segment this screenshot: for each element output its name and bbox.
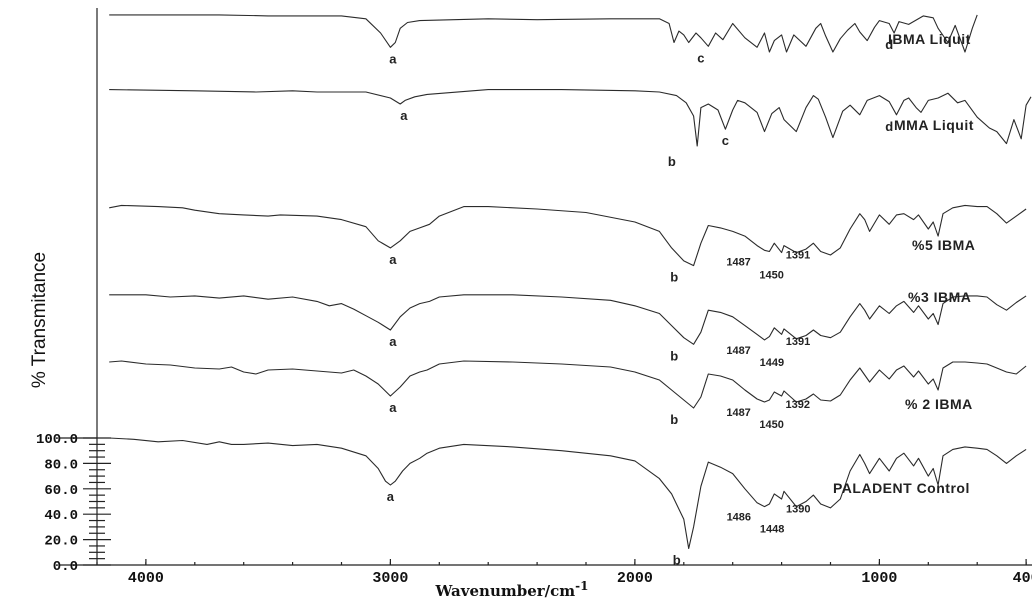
series-name-label: PALADENT Control [833,480,970,496]
x-tick-label: 400 [1013,570,1032,587]
series-name-label: %3 IBMA [908,289,971,305]
peak-label: 1487 [726,345,750,357]
spectrum-line [109,360,1027,409]
spectrum-line [109,437,1027,550]
peak-label: d [885,37,893,52]
spectrum-line [109,294,1027,345]
y-tick-label: 80.0 [44,457,78,473]
peak-label: 1487 [726,407,750,419]
peak-label: 1486 [727,512,751,524]
x-tick-label: 2000 [617,570,653,587]
peak-label: b [670,270,678,285]
series-name-label: %5 IBMA [912,237,975,253]
y-axis-title: % Transmitance [29,252,50,388]
peak-label: 1390 [786,504,810,516]
peak-label: 1448 [760,524,784,536]
peak-label: 1487 [726,256,750,268]
peak-label: 1392 [786,399,810,411]
series-name-label: MMA Liquit [894,117,974,133]
peak-label: b [668,154,676,169]
peak-label: a [389,252,397,267]
peak-label: 1391 [786,336,810,348]
y-tick-label: 20.0 [44,534,78,550]
peak-label: b [673,552,681,567]
peak-label: b [670,412,678,427]
peak-label: c [722,133,729,148]
y-tick-label: 60.0 [44,483,78,499]
series-names: IBMA Liquit MMA Liquit %5 IBMA %3 IBMA % 2 I… [833,31,975,496]
peak-label: a [389,400,397,415]
spectra [109,14,1032,550]
peak-label: 1450 [759,419,783,431]
y-tick-label: 100.0 [36,432,78,448]
peak-label: 1391 [786,250,810,262]
axes: 100.0 80.0 60.0 40.0 20.0 0.0 4000 3000 2000 1000… [36,8,1032,587]
peak-label: 1449 [760,357,784,369]
x-tick-label: 1000 [861,570,897,587]
peak-label: a [389,51,397,66]
peak-label: c [697,50,704,65]
peak-label: 1450 [759,270,783,282]
series-name-label: IBMA Liquit [888,31,971,47]
y-tick-label: 40.0 [44,508,78,524]
spectrum-line [109,204,1027,267]
peak-label: a [387,489,395,504]
peak-label: a [400,108,408,123]
spectrum-line [109,14,978,53]
peak-label: d [885,119,893,134]
peak-label: a [389,334,397,349]
series-name-label: % 2 IBMA [905,396,973,412]
x-tick-label: 4000 [128,570,164,587]
peak-label: b [670,348,678,363]
spectrum-line [109,89,1032,147]
x-tick-label: 3000 [372,570,408,587]
x-axis-title: Wavenumber/cm-1 [435,579,589,600]
y-tick-label: 0.0 [53,559,78,575]
